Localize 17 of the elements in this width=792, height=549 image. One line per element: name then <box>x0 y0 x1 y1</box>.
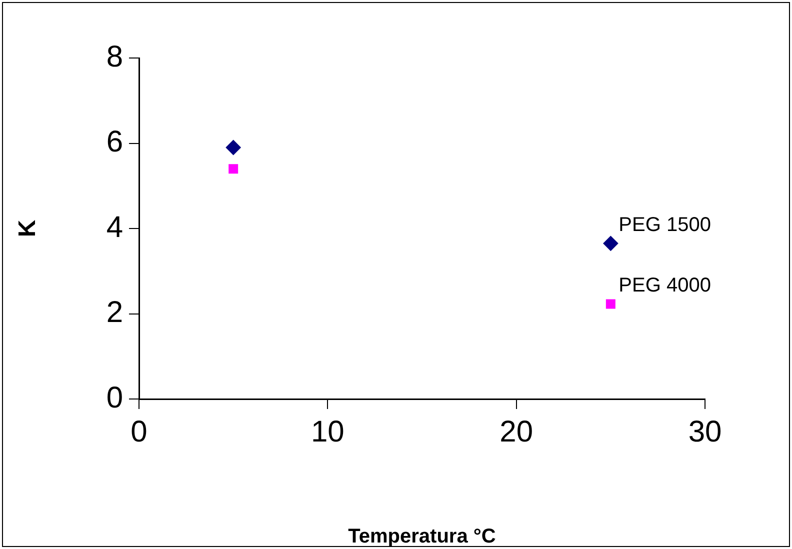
y-tick-label: 4 <box>106 210 123 244</box>
point <box>228 164 238 174</box>
point <box>226 140 241 156</box>
y-tick-label: 2 <box>106 296 123 330</box>
series-label: PEG 1500 <box>618 214 711 236</box>
point <box>606 299 616 309</box>
point <box>603 236 618 251</box>
y-tick-label: 8 <box>106 40 123 74</box>
x-tick-label: 10 <box>310 415 344 448</box>
x-tick-label: 30 <box>688 415 722 448</box>
series-label: PEG 4000 <box>618 274 711 296</box>
x-tick-label: 0 <box>130 415 148 448</box>
y-axis-title: K <box>14 219 42 238</box>
y-tick-label: 0 <box>106 381 123 414</box>
x-axis-title: Temperatura °C <box>348 526 496 548</box>
y-tick-label: 6 <box>106 126 123 159</box>
x-tick-label: 20 <box>500 415 534 448</box>
